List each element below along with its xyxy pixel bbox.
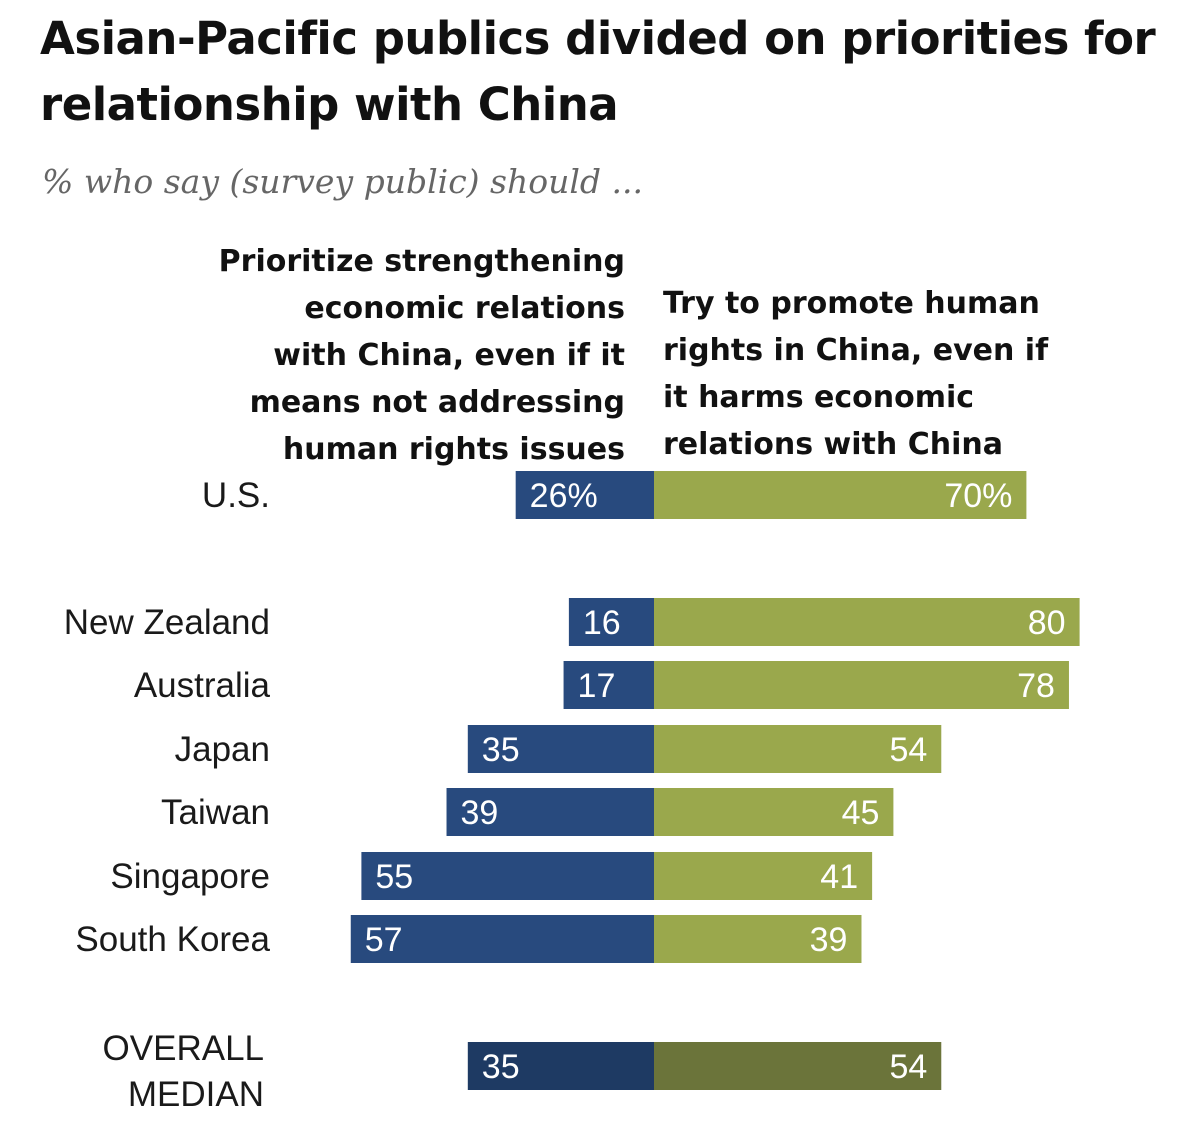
bar-right (654, 1042, 942, 1090)
bar-left (467, 725, 654, 773)
data-label-right: 80 (1028, 604, 1066, 642)
data-label-right: 45 (842, 794, 880, 832)
chart-title: Asian-Pacific publics divided on priorit… (40, 12, 1156, 131)
data-label-left: 39 (461, 794, 499, 832)
bar-right (654, 852, 873, 900)
data-label-left: 35 (482, 1048, 520, 1086)
data-label-right: 54 (889, 1048, 927, 1086)
legend-left-series: Prioritize strengthening economic relati… (218, 244, 625, 467)
data-label-right: 41 (820, 858, 858, 896)
bar-left (515, 471, 654, 519)
category-label: Australia (134, 666, 271, 705)
category-label: Taiwan (161, 793, 270, 832)
bar-left (361, 852, 654, 900)
data-label-right: 78 (1017, 667, 1055, 705)
bar-left (467, 1042, 654, 1090)
bar-right (654, 788, 894, 836)
data-label-right: 70% (944, 477, 1012, 515)
data-label-left: 16 (583, 604, 621, 642)
bar-right (654, 661, 1069, 709)
legend-right-series: Try to promote human rights in China, ev… (663, 286, 1049, 462)
category-label: Japan (175, 730, 270, 769)
category-label: South Korea (75, 920, 270, 959)
data-label-left: 17 (578, 667, 616, 705)
category-label: OVERALL MEDIAN (103, 1029, 264, 1114)
bar-row: 26% 70% U.S. (202, 471, 1027, 519)
bar-row: 55 41 Singapore (110, 852, 873, 900)
bar-left (563, 661, 654, 709)
chart-subtitle: % who say (survey public) should ... (42, 162, 643, 201)
data-label-left: 35 (482, 731, 520, 769)
data-label-left: 57 (365, 921, 403, 959)
data-label-left: 26% (530, 477, 598, 515)
bar-left (350, 915, 654, 963)
bar-row: 57 39 South Korea (75, 915, 862, 963)
bar-right (654, 471, 1027, 519)
bar-right (654, 915, 862, 963)
bar-row: 17 78 Australia (134, 661, 1069, 709)
bar-row: 39 45 Taiwan (161, 788, 894, 836)
bar-right (654, 598, 1080, 646)
category-label: New Zealand (64, 603, 270, 642)
bar-row: 16 80 New Zealand (64, 598, 1080, 646)
bar-left (446, 788, 654, 836)
bar-right (654, 725, 942, 773)
bar-left (568, 598, 654, 646)
data-label-right: 54 (889, 731, 927, 769)
bar-row: 35 54 OVERALL MEDIAN (103, 1029, 942, 1114)
category-label: Singapore (110, 857, 270, 896)
category-label: U.S. (202, 476, 270, 515)
data-label-right: 39 (810, 921, 848, 959)
bar-row: 35 54 Japan (175, 725, 942, 773)
data-label-left: 55 (375, 858, 413, 896)
